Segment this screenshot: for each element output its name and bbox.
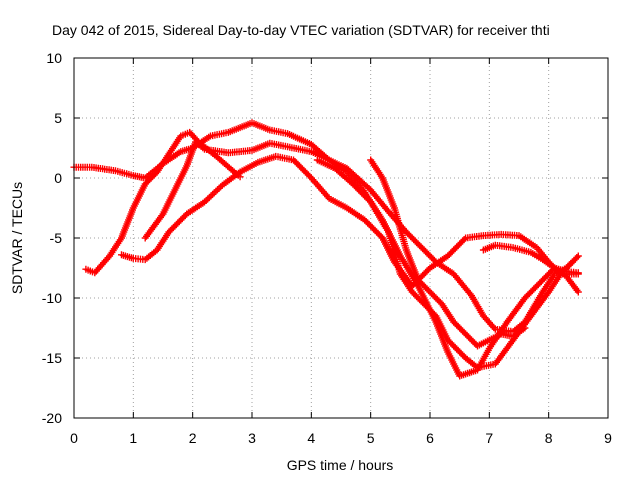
series-track-1 [70, 119, 582, 336]
y-tick-label: -5 [50, 230, 63, 246]
y-axis-label: SDTVAR / TECUs [9, 182, 25, 294]
y-tick-label: 10 [46, 50, 62, 66]
series-track-3 [141, 138, 582, 380]
x-tick-label: 9 [604, 430, 612, 446]
x-tick-label: 3 [248, 430, 256, 446]
x-tick-label: 8 [545, 430, 553, 446]
data-point-marks [141, 138, 582, 380]
y-tick-label: -15 [42, 350, 62, 366]
x-tick-label: 4 [307, 430, 315, 446]
x-axis-label: GPS time / hours [287, 457, 394, 473]
x-tick-label: 2 [189, 430, 197, 446]
y-tick-label: -10 [42, 290, 62, 306]
y-tick-label: 0 [54, 170, 62, 186]
x-tick-label: 6 [426, 430, 434, 446]
y-tick-label: 5 [54, 110, 62, 126]
x-tick-label: 7 [485, 430, 493, 446]
chart-title: Day 042 of 2015, Sidereal Day-to-day VTE… [52, 22, 550, 38]
ticks: 0 1 2 3 4 5 6 7 8 9 10 5 0 -5 -10 -15 -20 [42, 50, 612, 446]
x-tick-label: 5 [367, 430, 375, 446]
x-tick-label: 1 [129, 430, 137, 446]
series-track-6 [367, 156, 529, 350]
series [70, 119, 582, 380]
data-point-marks [367, 156, 529, 350]
y-tick-label: -20 [42, 410, 62, 426]
data-point-marks [313, 156, 576, 372]
series-track-5 [313, 156, 576, 372]
series-track-4 [118, 152, 582, 290]
x-tick-label: 0 [70, 430, 78, 446]
data-point-marks [479, 241, 582, 277]
data-point-marks [70, 119, 582, 336]
data-point-marks [118, 152, 582, 290]
grid [74, 58, 608, 418]
series-track-7 [479, 241, 582, 277]
